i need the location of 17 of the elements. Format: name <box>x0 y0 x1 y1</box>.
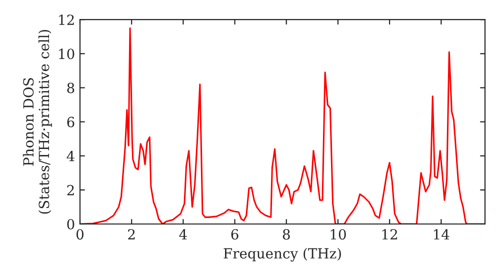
y-tick-label: 10 <box>59 48 74 60</box>
x-tick-label: 8 <box>282 229 290 240</box>
x-tick-label: 0 <box>76 229 84 240</box>
y-tick-label: 12 <box>59 14 74 25</box>
y-tick-label: 8 <box>67 82 74 94</box>
y-tick-label: 6 <box>67 116 74 128</box>
y-axis-title: Phonon DOS (States/THz·primitive cell) <box>22 30 52 214</box>
x-tick-label: 2 <box>128 229 135 240</box>
y-tick-label: 4 <box>66 150 74 162</box>
x-tick-label: 4 <box>179 229 187 240</box>
x-tick-label: 6 <box>231 229 238 240</box>
x-axis-title: Frequency (THz) <box>224 248 341 262</box>
x-tick-label: 10 <box>330 229 346 240</box>
x-tick-label: 12 <box>382 229 398 240</box>
x-tick-label: 14 <box>434 229 450 240</box>
y-tick-label: 2 <box>67 184 74 196</box>
y-tick-label: 0 <box>67 218 74 230</box>
